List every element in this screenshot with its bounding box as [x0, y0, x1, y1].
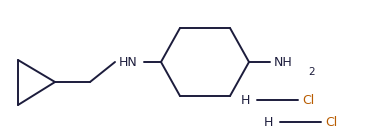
Text: Cl: Cl — [302, 94, 314, 106]
Text: HN: HN — [119, 55, 138, 69]
Text: NH: NH — [274, 55, 293, 69]
Text: H: H — [263, 115, 273, 129]
Text: Cl: Cl — [325, 115, 337, 129]
Text: H: H — [240, 94, 250, 106]
Text: 2: 2 — [308, 67, 315, 77]
